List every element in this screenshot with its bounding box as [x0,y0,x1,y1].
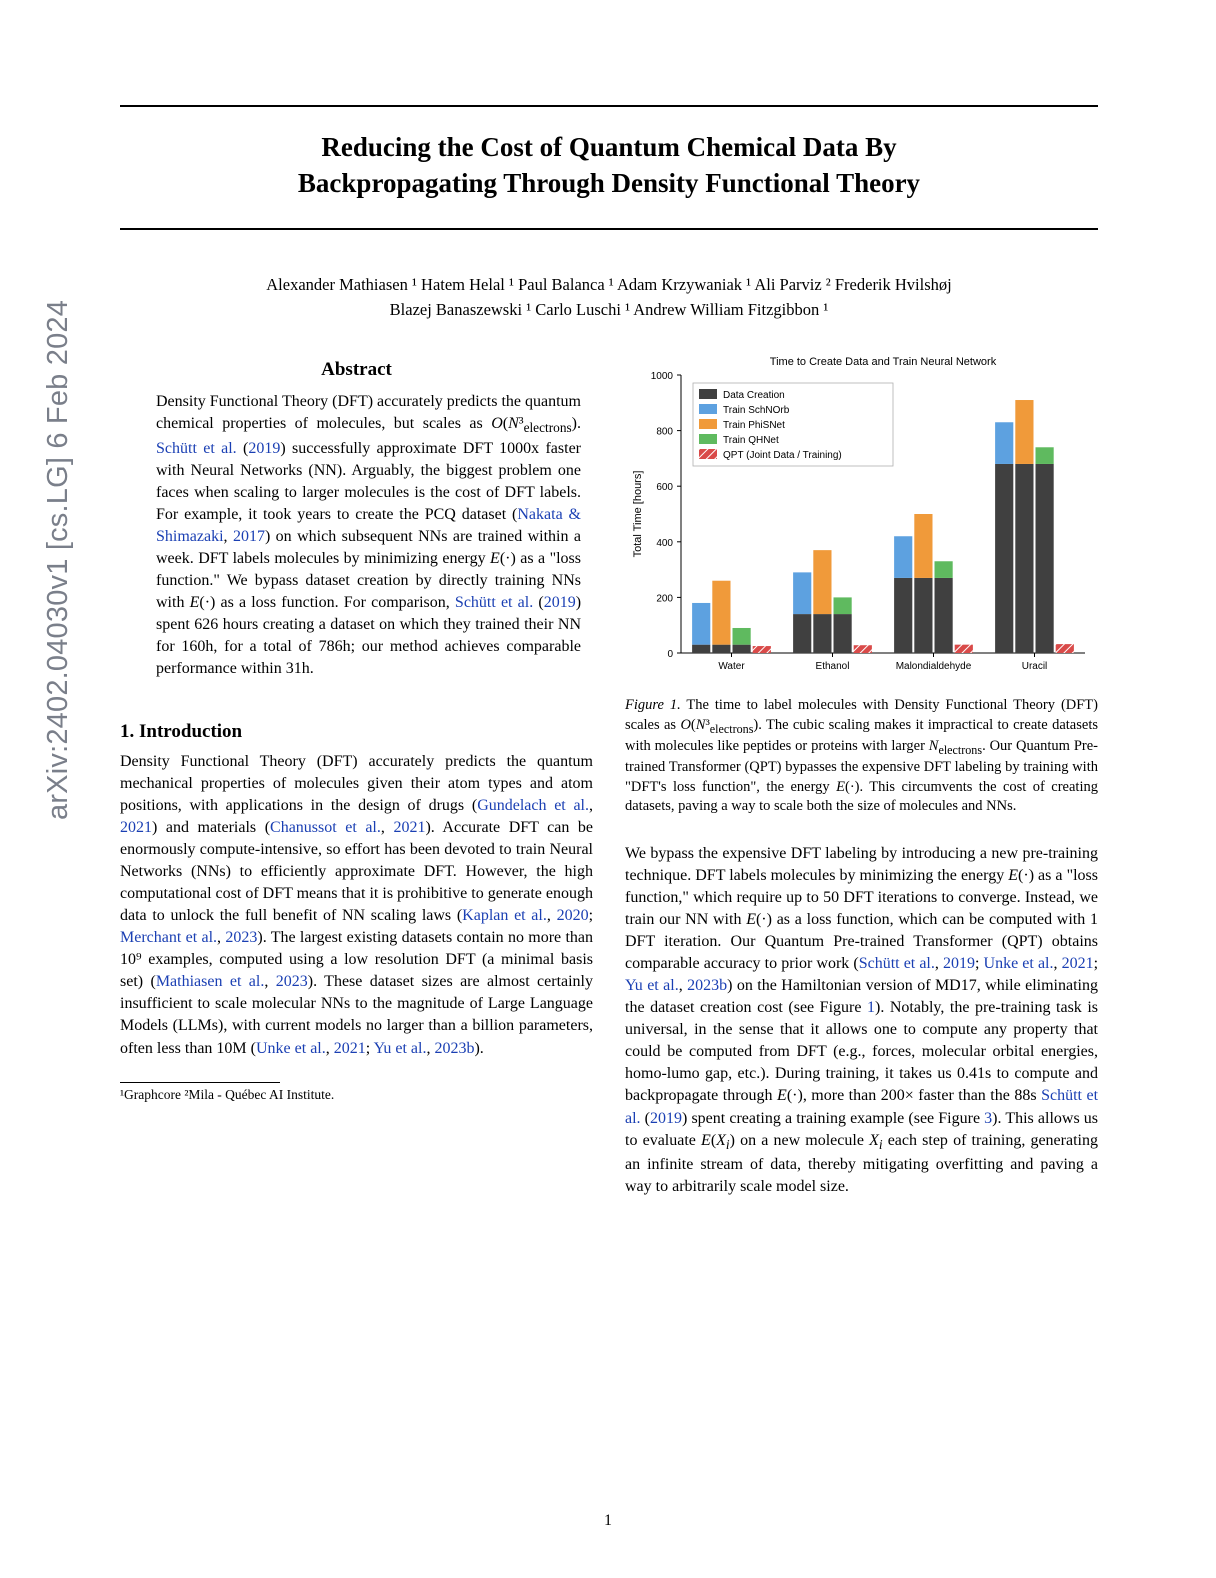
figure-1-chart: Time to Create Data and Train Neural Net… [625,353,1098,688]
svg-text:Train QHNet: Train QHNet [723,435,779,446]
chart-svg: Time to Create Data and Train Neural Net… [625,353,1095,683]
svg-text:Data Creation: Data Creation [723,390,785,401]
svg-text:0: 0 [667,649,673,660]
arxiv-stamp: arXiv:2402.04030v1 [cs.LG] 6 Feb 2024 [42,300,75,820]
intro-text: Density Functional Theory (DFT) accurate… [120,751,593,1060]
title-line-1: Reducing the Cost of Quantum Chemical Da… [120,129,1098,165]
svg-text:600: 600 [656,482,673,493]
right-column: Time to Create Data and Train Neural Net… [625,353,1098,1198]
page-number: 1 [0,1512,1216,1530]
authors: Alexander Mathiasen ¹ Hatem Helal ¹ Paul… [120,272,1098,323]
svg-text:Malondialdehyde: Malondialdehyde [896,661,972,672]
svg-text:Train PhiSNet: Train PhiSNet [723,420,785,431]
authors-line-1: Alexander Mathiasen ¹ Hatem Helal ¹ Paul… [120,272,1098,298]
right-body-text: We bypass the expensive DFT labeling by … [625,843,1098,1199]
bottom-rule [120,228,1098,230]
svg-text:QPT (Joint Data / Training): QPT (Joint Data / Training) [723,450,842,461]
title-block: Reducing the Cost of Quantum Chemical Da… [120,107,1098,228]
svg-text:400: 400 [656,538,673,549]
title-line-2: Backpropagating Through Density Function… [120,165,1098,201]
svg-text:Uracil: Uracil [1022,661,1048,672]
intro-heading: 1. Introduction [120,721,593,743]
svg-text:800: 800 [656,427,673,438]
svg-text:1000: 1000 [651,371,674,382]
abstract-heading: Abstract [120,359,593,381]
svg-text:Time to Create Data and Train: Time to Create Data and Train Neural Net… [770,356,997,368]
abstract-text: Density Functional Theory (DFT) accurate… [120,391,593,681]
svg-text:Ethanol: Ethanol [816,661,850,672]
two-column-body: Abstract Density Functional Theory (DFT)… [120,353,1098,1198]
svg-text:Train SchNOrb: Train SchNOrb [723,405,790,416]
svg-text:Water: Water [718,661,745,672]
left-column: Abstract Density Functional Theory (DFT)… [120,353,593,1198]
paper-page: arXiv:2402.04030v1 [cs.LG] 6 Feb 2024 Re… [0,0,1216,1578]
footnote: ¹Graphcore ²Mila - Québec AI Institute. [120,1087,593,1103]
svg-text:Total Time [hours]: Total Time [hours] [632,471,644,558]
figure-1-caption: Figure 1. The time to label molecules wi… [625,696,1098,817]
authors-line-2: Blazej Banaszewski ¹ Carlo Luschi ¹ Andr… [120,297,1098,323]
footnote-rule [120,1082,280,1083]
svg-text:200: 200 [656,593,673,604]
